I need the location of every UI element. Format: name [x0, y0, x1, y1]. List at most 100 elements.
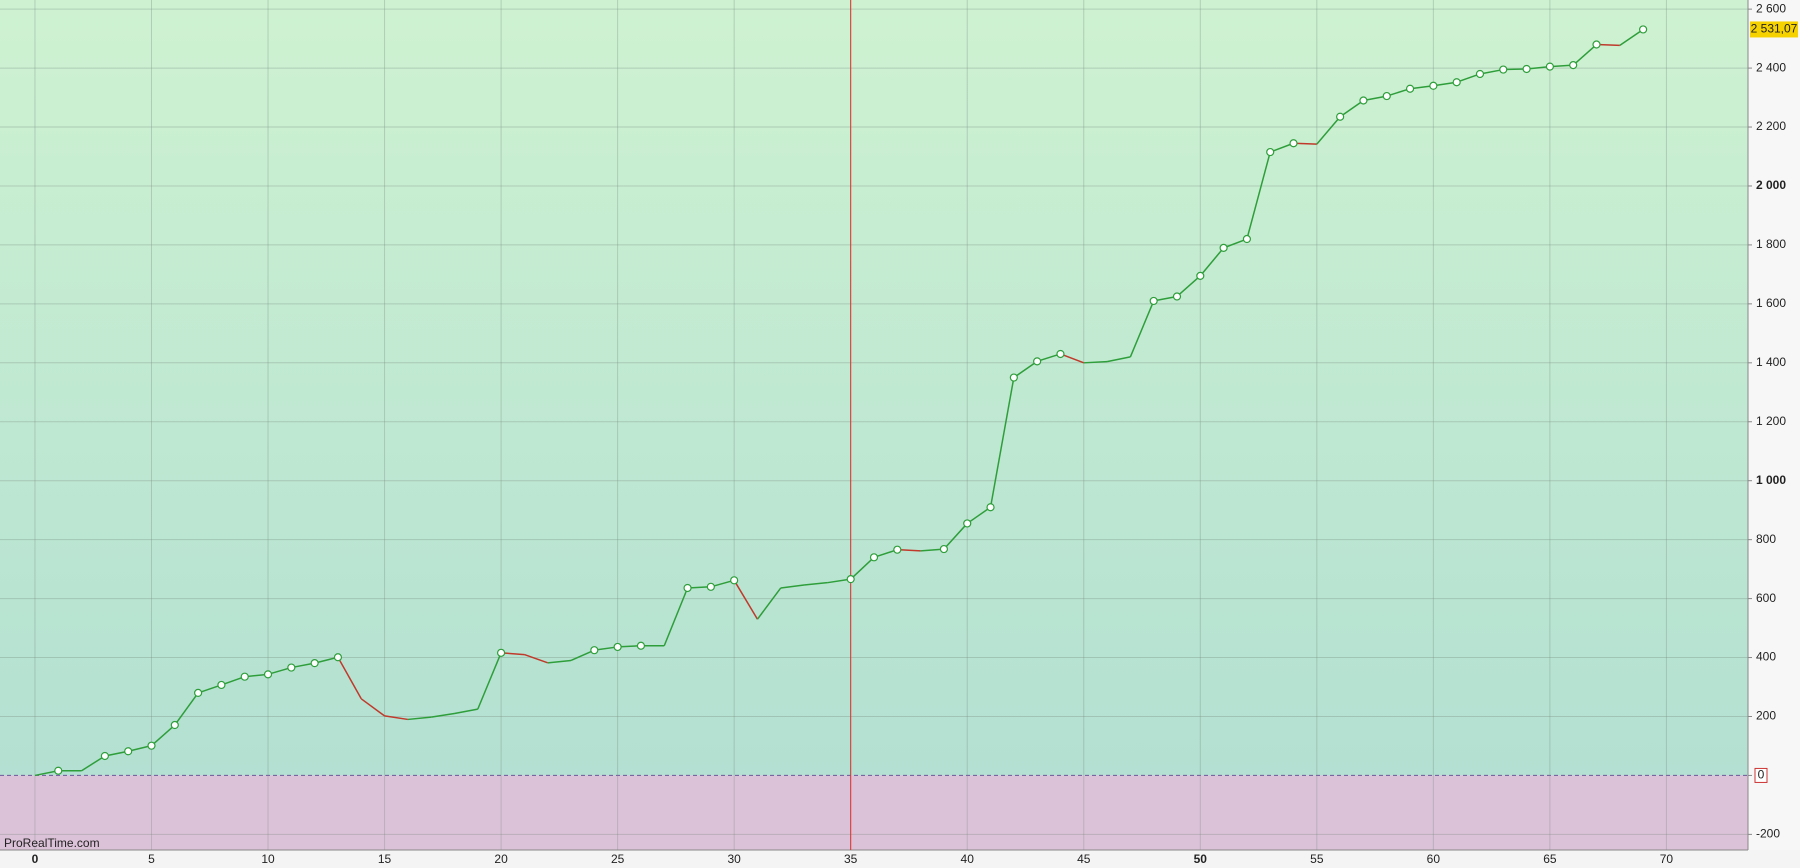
equity-segment	[943, 522, 968, 550]
new-high-marker	[1499, 65, 1508, 74]
y-tick-label: 1 000	[1756, 473, 1786, 487]
equity-segment	[221, 675, 245, 686]
new-high-marker	[217, 680, 226, 690]
equity-segment	[756, 587, 782, 620]
equity-segment	[547, 659, 572, 664]
x-tick-label: 25	[611, 852, 625, 866]
y-tick-label: 2 400	[1756, 60, 1786, 74]
equity-segment	[1269, 142, 1294, 153]
new-high-marker	[869, 553, 879, 562]
equity-segment	[384, 715, 408, 721]
new-high-marker	[893, 545, 902, 554]
new-high-marker	[310, 659, 319, 668]
y-axis-band	[1748, 0, 1800, 850]
new-high-marker	[1289, 139, 1298, 148]
new-high-marker	[1196, 271, 1205, 280]
x-tick-label: 60	[1427, 852, 1441, 866]
new-high-marker	[1452, 78, 1461, 87]
x-tick-label: 35	[844, 852, 858, 866]
equity-segment	[989, 377, 1015, 508]
new-high-marker	[683, 583, 692, 593]
new-high-marker	[963, 519, 972, 528]
x-tick-label: 20	[494, 852, 508, 866]
y-tick-label: 0	[1758, 768, 1765, 782]
new-high-marker	[1639, 25, 1648, 34]
x-tick-label: 5	[148, 852, 155, 866]
equity-segment	[733, 579, 759, 620]
new-high-marker	[1009, 373, 1018, 382]
new-high-marker	[1522, 64, 1531, 74]
new-high-marker	[1545, 62, 1554, 71]
new-high-marker	[1569, 61, 1578, 70]
new-high-marker	[1359, 96, 1368, 105]
equity-segment	[1129, 300, 1155, 358]
last-value-label: 2 531,07	[1751, 22, 1798, 36]
new-high-marker	[170, 720, 179, 730]
equity-segment	[1456, 73, 1481, 83]
new-high-marker	[1405, 84, 1415, 93]
equity-segment	[570, 649, 595, 662]
new-high-marker	[1475, 69, 1485, 79]
x-tick-label: 0	[32, 852, 39, 866]
equity-segment	[1619, 28, 1644, 47]
equity-segment	[780, 584, 805, 589]
equity-segment	[81, 755, 106, 772]
equity-segment	[1246, 151, 1271, 240]
x-tick-label: 15	[378, 852, 392, 866]
x-tick-label: 65	[1543, 852, 1557, 866]
y-tick-label: 1 400	[1756, 355, 1786, 369]
equity-segment	[850, 556, 875, 580]
x-tick-label: 55	[1310, 852, 1324, 866]
y-tick-label: 2 600	[1756, 1, 1786, 15]
equity-segment	[1106, 356, 1131, 363]
new-high-marker	[986, 503, 995, 512]
y-tick-label: -200	[1756, 827, 1780, 841]
equity-segment	[337, 656, 362, 700]
equity-segment	[407, 716, 432, 721]
new-high-marker	[1219, 243, 1228, 252]
equity-segment	[1199, 247, 1225, 277]
new-high-marker	[1382, 91, 1391, 101]
watermark: ProRealTime.com	[4, 836, 100, 850]
equity-segment	[174, 692, 199, 726]
x-tick-label: 30	[727, 852, 741, 866]
new-high-marker	[636, 641, 646, 650]
new-high-marker	[1172, 292, 1182, 301]
equity-segment	[150, 724, 176, 747]
equity-segment	[524, 653, 548, 664]
new-high-marker	[939, 544, 949, 554]
x-tick-label: 45	[1077, 852, 1091, 866]
equity-segment	[1013, 360, 1038, 379]
equity-segment	[477, 652, 502, 710]
x-tick-label: 50	[1194, 852, 1208, 866]
y-tick-label: 400	[1756, 650, 1776, 664]
new-high-marker	[240, 672, 249, 681]
new-high-marker	[124, 747, 133, 756]
equity-segment	[1223, 238, 1248, 249]
x-tick-label: 70	[1660, 852, 1674, 866]
new-high-marker	[1429, 81, 1438, 90]
y-tick-label: 1 600	[1756, 296, 1786, 310]
x-tick-label: 40	[961, 852, 975, 866]
new-high-marker	[1592, 40, 1601, 49]
y-tick-label: 800	[1756, 532, 1776, 546]
y-tick-label: 200	[1756, 709, 1776, 723]
equity-segment	[1316, 116, 1341, 145]
new-high-marker	[287, 663, 296, 672]
equity-segment	[431, 712, 455, 718]
new-high-marker	[590, 646, 599, 655]
new-high-marker	[194, 688, 203, 698]
zero-box	[1754, 767, 1768, 783]
positive-zone	[0, 0, 1748, 776]
new-high-marker	[1056, 349, 1065, 359]
equity-segment	[1083, 360, 1108, 364]
new-high-marker	[147, 741, 156, 750]
new-high-marker	[730, 576, 739, 585]
y-tick-label: 2 000	[1756, 178, 1786, 192]
equity-segment	[454, 708, 478, 715]
equity-segment	[1339, 99, 1364, 118]
equity-segment	[1176, 275, 1201, 298]
new-high-marker	[1149, 296, 1158, 306]
